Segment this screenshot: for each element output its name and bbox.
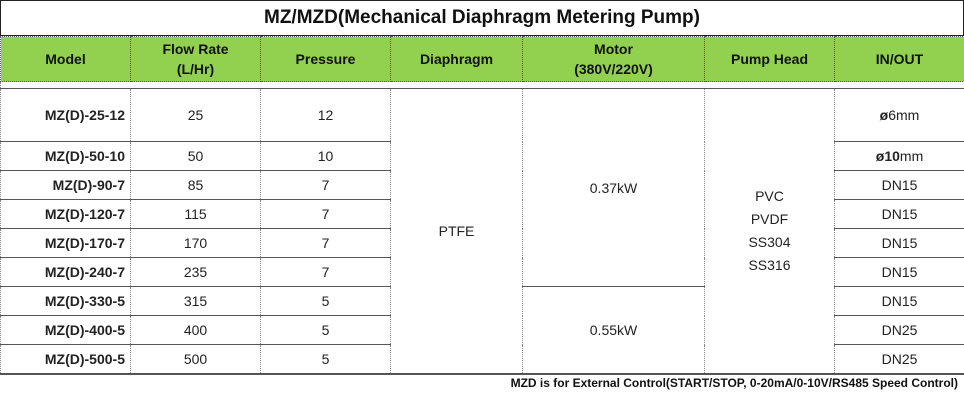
header-model: Model xyxy=(0,36,131,82)
header-motor-line2: (380V/220V) xyxy=(574,61,653,77)
model-cell: MZ(D)-400-5 xyxy=(0,315,131,345)
pressure-cell: 5 xyxy=(260,286,391,316)
diameter-symbol: ø xyxy=(875,148,885,164)
table-row: MZ(D)-500-5 500 5 DN25 xyxy=(0,344,964,374)
pressure-cell: 5 xyxy=(260,344,391,374)
spacer-row xyxy=(0,81,964,89)
flow-cell: 500 xyxy=(130,344,261,374)
pump-head-material: SS316 xyxy=(748,257,791,273)
model-cell: MZ(D)-25-12 xyxy=(0,88,131,142)
header-diaphragm: Diaphragm xyxy=(390,36,523,82)
table-row: MZ(D)-25-12 25 12 PTFE 0.37kW PVC PVDF S… xyxy=(0,88,964,374)
pump-head-cell: PVC PVDF SS304 SS316 xyxy=(704,88,835,374)
diaphragm-cell: PTFE xyxy=(390,88,523,374)
motor-cell-large: 0.55kW xyxy=(522,286,705,374)
header-motor: Motor (380V/220V) xyxy=(522,36,705,82)
pressure-cell: 12 xyxy=(260,88,391,142)
pump-head-material: PVDF xyxy=(750,211,789,227)
header-flow-rate: Flow Rate (L/Hr) xyxy=(130,36,261,82)
table-row: MZ(D)-330-5 315 5 0.55kW DN15 xyxy=(0,286,964,374)
io-cell: DN15 xyxy=(834,199,964,229)
pump-head-material: SS304 xyxy=(748,234,791,250)
pressure-cell: 7 xyxy=(260,257,391,287)
flow-cell: 315 xyxy=(130,286,261,316)
pressure-cell: 7 xyxy=(260,199,391,229)
table-row: MZ(D)-50-10 50 10 ø10mm xyxy=(0,141,964,171)
io-unit: mm xyxy=(899,148,924,164)
pressure-cell: 7 xyxy=(260,228,391,258)
flow-cell: 170 xyxy=(130,228,261,258)
motor-cell-small: 0.37kW xyxy=(522,88,705,287)
flow-cell: 85 xyxy=(130,170,261,200)
footer-divider xyxy=(0,374,964,375)
table-title: MZ/MZD(Mechanical Diaphragm Metering Pum… xyxy=(0,0,964,36)
io-cell: DN15 xyxy=(834,170,964,200)
pressure-cell: 10 xyxy=(260,141,391,171)
io-cell: DN15 xyxy=(834,228,964,258)
pump-head-material: PVC xyxy=(755,188,784,204)
table-row: MZ(D)-120-7 115 7 DN15 xyxy=(0,199,964,229)
flow-cell: 25 xyxy=(130,88,261,142)
model-cell: MZ(D)-120-7 xyxy=(0,199,131,229)
model-cell: MZ(D)-90-7 xyxy=(0,170,131,200)
io-value: 6 xyxy=(888,107,897,123)
footer-note: MZD is for External Control(START/STOP, … xyxy=(510,376,958,390)
model-cell: MZ(D)-170-7 xyxy=(0,228,131,258)
flow-cell: 50 xyxy=(130,141,261,171)
io-cell: DN25 xyxy=(834,344,964,374)
header-pressure: Pressure xyxy=(260,36,391,82)
diameter-symbol: ø xyxy=(879,107,889,123)
header-pump-head: Pump Head xyxy=(704,36,835,82)
model-cell: MZ(D)-500-5 xyxy=(0,344,131,374)
io-cell: DN15 xyxy=(834,286,964,316)
io-cell: ø6mm xyxy=(834,88,964,142)
table-row: MZ(D)-400-5 400 5 DN25 xyxy=(0,315,964,345)
header-flow-line1: Flow Rate xyxy=(162,41,229,57)
flow-cell: 400 xyxy=(130,315,261,345)
io-cell: DN15 xyxy=(834,257,964,287)
header-row: Model Flow Rate (L/Hr) Pressure Diaphrag… xyxy=(0,36,964,82)
model-cell: MZ(D)-50-10 xyxy=(0,141,131,171)
header-in-out: IN/OUT xyxy=(834,36,964,82)
spec-table: Model Flow Rate (L/Hr) Pressure Diaphrag… xyxy=(0,36,964,374)
flow-cell: 115 xyxy=(130,199,261,229)
header-motor-line1: Motor xyxy=(594,41,633,57)
io-cell: ø10mm xyxy=(834,141,964,171)
flow-cell: 235 xyxy=(130,257,261,287)
model-cell: MZ(D)-330-5 xyxy=(0,286,131,316)
io-value: 10 xyxy=(884,148,900,164)
pressure-cell: 7 xyxy=(260,170,391,200)
model-cell: MZ(D)-240-7 xyxy=(0,257,131,287)
pressure-cell: 5 xyxy=(260,315,391,345)
io-unit: mm xyxy=(896,107,920,123)
io-cell: DN25 xyxy=(834,315,964,345)
header-flow-line2: (L/Hr) xyxy=(176,61,215,77)
